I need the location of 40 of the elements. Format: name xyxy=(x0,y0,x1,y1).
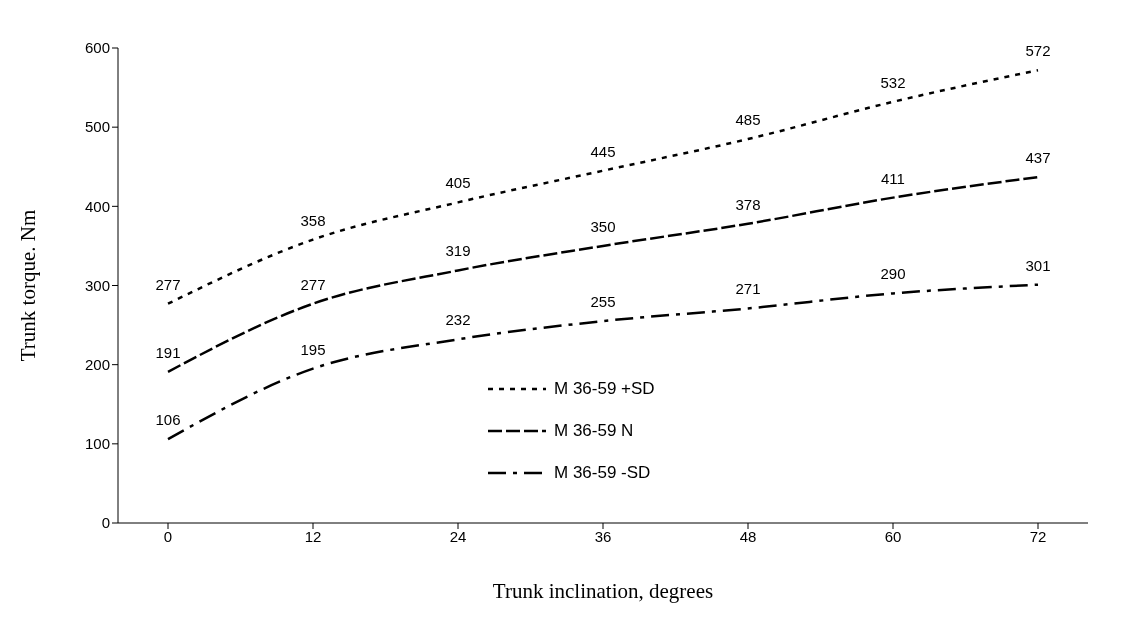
data-label: 411 xyxy=(881,169,905,187)
data-label: 437 xyxy=(1025,149,1051,167)
x-tick-label: 12 xyxy=(304,527,322,545)
data-label: 445 xyxy=(590,142,616,160)
x-tick-label: 72 xyxy=(1029,527,1047,545)
data-label: 271 xyxy=(735,280,761,298)
legend-label: M 36-59 -SD xyxy=(554,463,651,483)
data-label: 350 xyxy=(590,217,616,235)
y-tick-label: 200 xyxy=(84,355,110,373)
data-label: 277 xyxy=(300,275,326,293)
data-label: 532 xyxy=(880,73,906,91)
data-label: 485 xyxy=(735,111,761,129)
data-label: 277 xyxy=(155,275,181,293)
x-tick-label: 24 xyxy=(449,527,467,545)
x-axis-title: Trunk inclination, degrees xyxy=(492,579,714,603)
data-label: 572 xyxy=(1025,42,1051,60)
x-tick-label: 0 xyxy=(163,527,173,545)
y-tick-label: 400 xyxy=(84,197,110,215)
y-axis-title: Trunk torque. Nm xyxy=(16,209,41,362)
data-label: 405 xyxy=(445,174,471,192)
y-tick-label: 100 xyxy=(84,435,110,453)
legend-label: M 36-59 N xyxy=(554,421,634,441)
data-label: 255 xyxy=(590,293,616,311)
data-label: 191 xyxy=(155,343,181,361)
legend-label: M 36-59 +SD xyxy=(554,379,655,399)
y-tick-label: 500 xyxy=(84,118,110,136)
x-tick-label: 48 xyxy=(739,527,757,545)
data-label: 195 xyxy=(300,340,326,358)
y-tick-label: 600 xyxy=(84,39,110,57)
y-tick-label: 300 xyxy=(84,276,110,294)
x-tick-label: 60 xyxy=(884,527,902,545)
y-tick-label: 0 xyxy=(101,514,110,532)
data-label: 232 xyxy=(445,311,471,329)
data-label: 319 xyxy=(445,242,471,260)
x-tick-label: 36 xyxy=(594,527,612,545)
data-label: 290 xyxy=(880,265,906,283)
data-label: 106 xyxy=(155,411,181,429)
data-label: 378 xyxy=(735,195,761,213)
data-label: 301 xyxy=(1025,256,1051,274)
data-label: 358 xyxy=(300,211,326,229)
